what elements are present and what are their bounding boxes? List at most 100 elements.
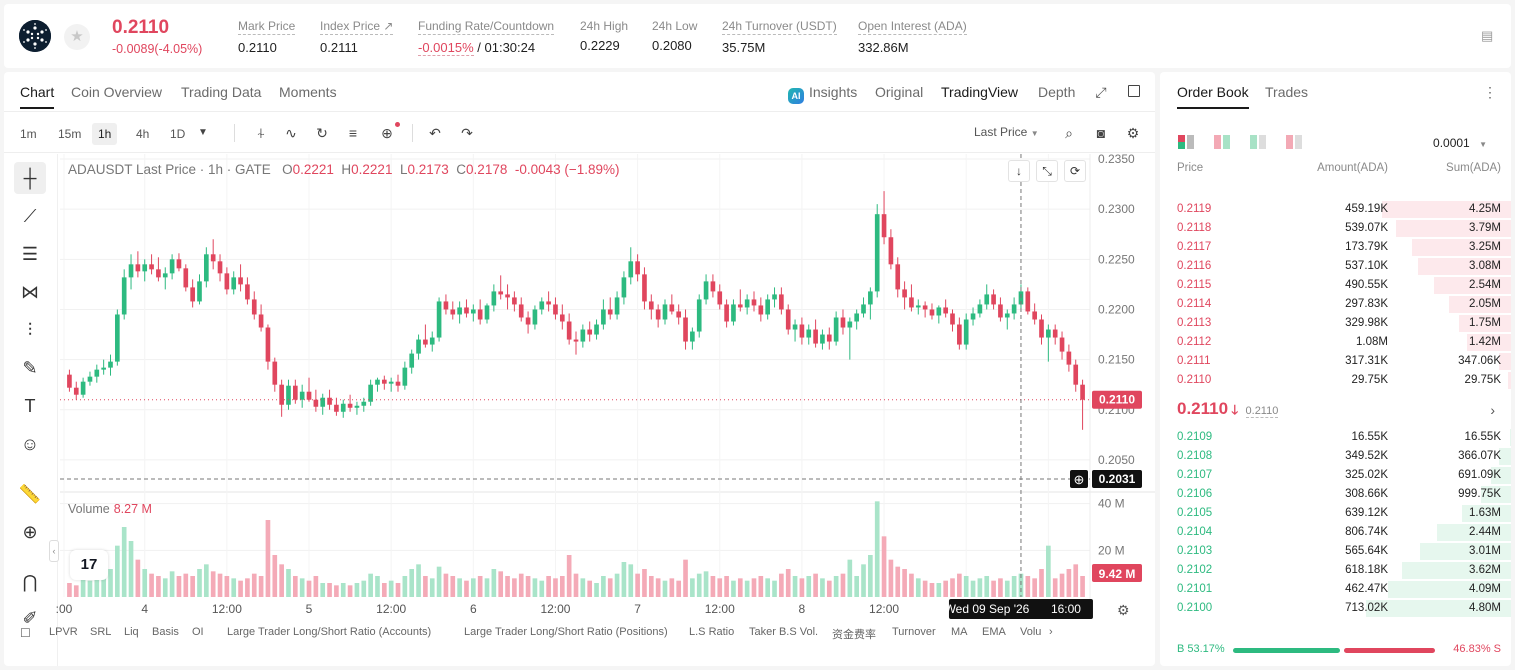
crosshair-tool-icon[interactable]: ┼	[14, 162, 46, 194]
tab-coin-overview[interactable]: Coin Overview	[71, 84, 163, 100]
view-asks-icon[interactable]	[1286, 135, 1302, 149]
stat-index-price[interactable]: Index Price ↗ 0.2111	[320, 19, 394, 55]
view-asks-bids-icon[interactable]	[1214, 135, 1230, 149]
tradingview-logo[interactable]: 17	[70, 550, 108, 580]
timeframe-1d[interactable]: 1D	[170, 127, 186, 141]
add-indicator-icon[interactable]: ⊕	[381, 125, 393, 141]
chevron-right-icon[interactable]: ›	[1490, 402, 1495, 418]
tab-chart[interactable]: Chart	[20, 84, 55, 109]
more-options-icon[interactable]: ⋮	[1483, 84, 1497, 100]
ask-row[interactable]: 0.2119 459.19K 4.25M	[1160, 200, 1511, 219]
tab-trades[interactable]: Trades	[1265, 84, 1309, 100]
timeframe-1h[interactable]: 1h	[92, 123, 118, 145]
pencil-lock-tool-icon[interactable]: ✐	[22, 608, 38, 628]
ask-row[interactable]: 0.2113 329.98K 1.75M	[1160, 314, 1511, 333]
ask-row[interactable]: 0.2117 173.79K 3.25M	[1160, 238, 1511, 257]
indicator-ls-ratio[interactable]: L.S Ratio	[689, 626, 735, 638]
ask-row[interactable]: 0.2114 297.83K 2.05M	[1160, 295, 1511, 314]
indicator-liq[interactable]: Liq	[124, 626, 139, 638]
ask-row[interactable]: 0.2115 490.55K 2.54M	[1160, 276, 1511, 295]
arrow-down-icon[interactable]: ↓	[1008, 160, 1030, 182]
undo-icon[interactable]: ↶	[429, 125, 441, 141]
timeframe-dropdown-icon[interactable]: ▼	[198, 127, 208, 138]
indicator-oi[interactable]: OI	[192, 626, 204, 638]
indicator-ema[interactable]: EMA	[982, 626, 1006, 638]
window-icon[interactable]	[1126, 84, 1142, 100]
view-insights[interactable]: AI Insights	[788, 84, 857, 104]
volume-bar	[1032, 578, 1037, 597]
tab-moments[interactable]: Moments	[279, 84, 337, 100]
view-both-icon[interactable]	[1178, 135, 1194, 149]
candle-body	[299, 391, 305, 400]
timeframe-15m[interactable]: 15m	[58, 127, 82, 141]
indicator-srl[interactable]: SRL	[90, 626, 112, 638]
candle-body	[998, 304, 1003, 318]
ask-row[interactable]: 0.2112 1.08M 1.42M	[1160, 333, 1511, 352]
indicator-lt-ratio-positions[interactable]: Large Trader Long/Short Ratio (Positions…	[464, 626, 668, 638]
bid-row[interactable]: 0.2104 806.74K 2.44M	[1160, 523, 1511, 542]
bid-row[interactable]: 0.2109 16.55K 16.55K	[1160, 428, 1511, 447]
collapse-icon[interactable]: ⤡	[1036, 160, 1058, 182]
price-source-select[interactable]: Last Price ▼	[974, 125, 1039, 139]
view-depth[interactable]: Depth	[1038, 84, 1076, 100]
collapse-toolbar-icon[interactable]: ‹	[49, 540, 59, 562]
timeframe-4h[interactable]: 4h	[136, 127, 150, 141]
indicator-ma[interactable]: MA	[951, 626, 968, 638]
indicator-turnover[interactable]: Turnover	[892, 626, 936, 638]
guide-book-icon[interactable]: ▤	[1481, 28, 1494, 43]
emoji-tool-icon[interactable]: ☺	[20, 434, 40, 454]
view-original[interactable]: Original	[875, 84, 924, 100]
zoom-in-tool-icon[interactable]: ⊕	[22, 522, 38, 542]
favorite-star-icon[interactable]: ★	[64, 24, 90, 50]
bid-row[interactable]: 0.2105 639.12K 1.63M	[1160, 504, 1511, 523]
ruler-tool-icon[interactable]: 📏	[18, 484, 42, 504]
chevron-right-icon[interactable]: ›	[1049, 626, 1053, 638]
checkbox-icon[interactable]: ☐	[20, 626, 31, 640]
indicators-icon[interactable]: ∿	[285, 125, 297, 141]
redo-icon[interactable]: ↷	[461, 125, 473, 141]
ask-row[interactable]: 0.2110 29.75K 29.75K	[1160, 371, 1511, 390]
bid-row[interactable]: 0.2103 565.64K 3.01M	[1160, 542, 1511, 561]
indicator-taker-bs-vol[interactable]: Taker B.S Vol.	[749, 626, 819, 638]
bid-row[interactable]: 0.2100 713.02K 4.80M	[1160, 599, 1511, 618]
text-tool-icon[interactable]: T	[24, 396, 36, 416]
tab-order-book[interactable]: Order Book	[1177, 84, 1249, 109]
ask-row[interactable]: 0.2116 537.10K 3.08M	[1160, 257, 1511, 276]
candle-type-icon[interactable]: ⍭	[256, 125, 266, 141]
compare-icon[interactable]: ↻	[316, 125, 328, 141]
bid-row[interactable]: 0.2102 618.18K 3.62M	[1160, 561, 1511, 580]
bid-row[interactable]: 0.2108 349.52K 366.07K	[1160, 447, 1511, 466]
magnet-tool-icon[interactable]: ⋂	[22, 572, 38, 592]
horizontal-lines-tool-icon[interactable]: ☰	[21, 244, 39, 264]
bid-row[interactable]: 0.2101 462.47K 4.09M	[1160, 580, 1511, 599]
candlestick-chart[interactable]: 0.23500.23000.22500.22000.21500.21000.20…	[4, 72, 1155, 666]
refresh-icon[interactable]: ⟳	[1064, 160, 1086, 182]
ask-row[interactable]: 0.2111 317.31K 347.06K	[1160, 352, 1511, 371]
camera-icon[interactable]: ◙	[1096, 125, 1106, 141]
fib-tool-icon[interactable]: ⫶	[27, 320, 33, 340]
indicator-lpvr[interactable]: LPVR	[49, 626, 78, 638]
indicator-lt-ratio-accounts[interactable]: Large Trader Long/Short Ratio (Accounts)	[227, 626, 432, 638]
axis-settings-icon[interactable]: ⚙	[1117, 602, 1130, 618]
bid-row[interactable]: 0.2106 308.66K 999.75K	[1160, 485, 1511, 504]
precision-select[interactable]: 0.0001 ▼	[1433, 136, 1487, 150]
candle-body	[963, 319, 969, 345]
volume-bar	[87, 580, 93, 597]
view-tradingview[interactable]: TradingView	[941, 84, 1019, 100]
timeframe-1m[interactable]: 1m	[20, 127, 37, 141]
view-bids-icon[interactable]	[1250, 135, 1266, 149]
indicator-basis[interactable]: Basis	[152, 626, 179, 638]
brush-tool-icon[interactable]: ✎	[22, 358, 38, 378]
templates-icon[interactable]: ≡	[348, 125, 358, 141]
bid-row[interactable]: 0.2107 325.02K 691.09K	[1160, 466, 1511, 485]
trend-line-tool-icon[interactable]: ⟋	[23, 206, 37, 226]
indicator-funding-rate[interactable]: 资金费率	[832, 629, 876, 641]
search-icon[interactable]: ⌕	[1065, 125, 1073, 141]
indicator-volume[interactable]: Volu	[1020, 626, 1042, 638]
tab-trading-data[interactable]: Trading Data	[181, 84, 262, 100]
pattern-tool-icon[interactable]: ⋈	[21, 282, 39, 302]
expand-icon[interactable]: ⤢	[1095, 84, 1107, 100]
ask-row[interactable]: 0.2118 539.07K 3.79M	[1160, 219, 1511, 238]
mark-price-value: 0.2110	[1245, 405, 1279, 418]
gear-icon[interactable]: ⚙	[1126, 125, 1140, 141]
